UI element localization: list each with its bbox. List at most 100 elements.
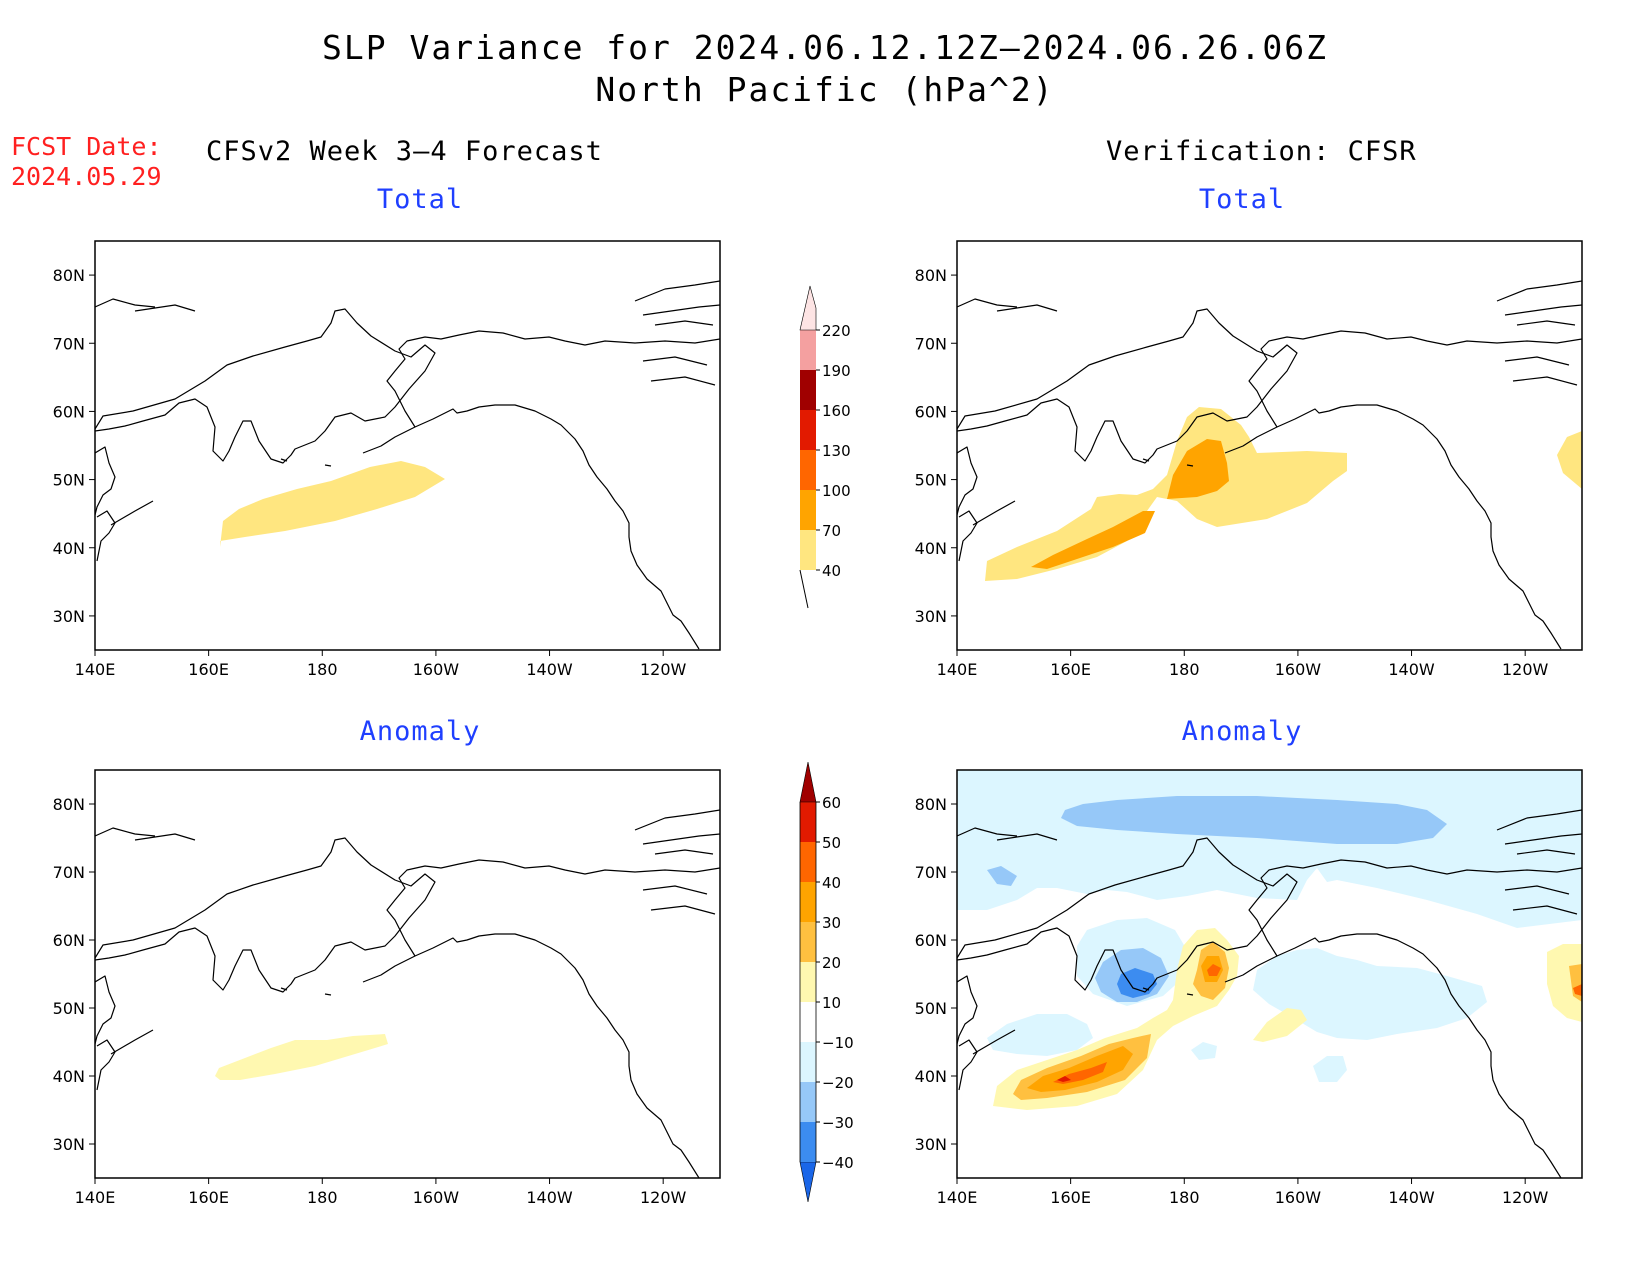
- colorbar-label: 40: [822, 874, 841, 892]
- lon-tick-label: 140W: [526, 660, 573, 679]
- map-verification-total: 140E 160E 180 160W 140W 120W 30N 40N 50N 60N 70N 80…: [915, 240, 1583, 679]
- lon-tick-label: 180: [307, 660, 338, 679]
- lat-tick-label: 80N: [915, 795, 947, 814]
- shaded-contour-region: [1167, 439, 1229, 499]
- lon-tick-label: 180: [1169, 660, 1200, 679]
- colorbar-segment: [799, 761, 817, 803]
- colorbar-label: 160: [822, 402, 851, 420]
- lon-tick-label: 120W: [1502, 660, 1549, 679]
- lat-tick-label: 30N: [53, 607, 85, 626]
- colorbar-label: −20: [822, 1074, 854, 1092]
- lat-tick-label: 50N: [915, 999, 947, 1018]
- lat-tick-label: 80N: [53, 266, 85, 285]
- colorbar-label: 40: [822, 562, 841, 580]
- shaded-contour-region: [1253, 948, 1487, 1040]
- colorbar-label: −30: [822, 1114, 854, 1132]
- shaded-contour-region: [985, 407, 1347, 581]
- map-frame: [94, 240, 721, 651]
- shaded-contour-region: [1061, 796, 1447, 844]
- colorbar-segment: [800, 1042, 816, 1082]
- colorbar-segment: [800, 842, 816, 882]
- lon-tick-label: 140E: [75, 1188, 116, 1207]
- lon-tick-label: 160W: [1275, 660, 1322, 679]
- colorbar-segment: [800, 802, 816, 842]
- colorbar-label: −40: [822, 1154, 854, 1172]
- lon-tick-label: 140W: [1388, 1188, 1435, 1207]
- lat-tick-label: 60N: [53, 931, 85, 950]
- colorbar-label: 10: [822, 994, 841, 1012]
- lat-tick-label: 50N: [915, 471, 947, 490]
- map-frame: [956, 240, 1583, 651]
- lat-tick-label: 60N: [53, 402, 85, 421]
- lat-tick-label: 40N: [915, 539, 947, 558]
- panel-title-forecast-anomaly: Anomaly: [359, 716, 481, 747]
- lat-tick-label: 60N: [915, 931, 947, 950]
- shaded-contour-region: [987, 1014, 1093, 1056]
- main-title-line1: SLP Variance for 2024.06.12.12Z–2024.06.…: [322, 28, 1328, 67]
- colorbar-segment: [799, 1161, 817, 1203]
- lon-tick-label: 160W: [413, 1188, 460, 1207]
- fcst-date-value: 2024.05.29: [11, 162, 162, 191]
- colorbar-segment: [799, 285, 817, 331]
- colorbar-segment: [800, 410, 816, 450]
- shaded-contour-region: [1557, 431, 1582, 489]
- lon-tick-label: 180: [1169, 1188, 1200, 1207]
- colorbar-label: 100: [822, 482, 851, 500]
- lat-tick-label: 70N: [53, 863, 85, 882]
- lon-tick-label: 140E: [75, 660, 116, 679]
- lat-tick-label: 70N: [915, 334, 947, 353]
- lon-tick-label: 180: [307, 1188, 338, 1207]
- panel-title-verification-total: Total: [1198, 184, 1286, 215]
- shaded-contour-region: [1057, 1076, 1071, 1082]
- map-forecast-anomaly: 140E 160E 180 160W 140W 120W 30N 40N 50N 60N 70N 80…: [53, 769, 721, 1207]
- right-column-title: Verification: CFSR: [1106, 136, 1417, 167]
- shaded-contour-region: [957, 770, 1582, 928]
- colorbar-label: 220: [822, 322, 851, 340]
- lon-tick-label: 140W: [526, 1188, 573, 1207]
- colorbar-segment: [800, 882, 816, 922]
- shaded-contour-region: [1573, 984, 1582, 996]
- lat-tick-label: 50N: [53, 471, 85, 490]
- colorbar-segment: [800, 450, 816, 490]
- lat-tick-label: 40N: [53, 1067, 85, 1086]
- lat-tick-label: 70N: [915, 863, 947, 882]
- coastline: [95, 809, 720, 1178]
- lat-tick-label: 30N: [915, 607, 947, 626]
- lon-tick-label: 140E: [937, 660, 978, 679]
- lon-tick-label: 160E: [1050, 660, 1091, 679]
- lon-tick-label: 120W: [640, 660, 687, 679]
- lat-tick-label: 50N: [53, 999, 85, 1018]
- colorbar-segment: [800, 922, 816, 962]
- shaded-contour-region: [1031, 511, 1155, 569]
- lon-tick-label: 140E: [937, 1188, 978, 1207]
- colorbar-segment: [800, 962, 816, 1002]
- left-column-title: CFSv2 Week 3–4 Forecast: [206, 136, 603, 167]
- colorbar-segment: [800, 490, 816, 530]
- colorbar-label: 50: [822, 834, 841, 852]
- panel-title-verification-anomaly: Anomaly: [1181, 716, 1303, 747]
- colorbar-segment: [800, 1122, 816, 1162]
- colorbar-label: 70: [822, 522, 841, 540]
- shaded-contour-region: [993, 928, 1239, 1110]
- lat-tick-label: 30N: [53, 1135, 85, 1154]
- shaded-contour-region: [1191, 1042, 1217, 1060]
- lon-tick-label: 140W: [1388, 660, 1435, 679]
- lon-tick-label: 120W: [640, 1188, 687, 1207]
- colorbar-tail: [799, 569, 809, 609]
- colorbar-label: −10: [822, 1034, 854, 1052]
- colorbar-segment: [800, 1082, 816, 1122]
- colorbar-anomaly: −40 −30 −20 −10 10 20 30 40 50 60: [799, 761, 854, 1203]
- colorbar-segment: [800, 330, 816, 370]
- shaded-contour-region: [1207, 964, 1221, 976]
- lon-tick-label: 160E: [188, 1188, 229, 1207]
- colorbar-label: 130: [822, 442, 851, 460]
- lon-tick-label: 160W: [413, 660, 460, 679]
- shaded-contour-region: [1313, 1056, 1347, 1082]
- lat-tick-label: 40N: [53, 539, 85, 558]
- shaded-contour-region: [1027, 1046, 1133, 1092]
- lat-tick-label: 40N: [915, 1067, 947, 1086]
- colorbar-label: 60: [822, 794, 841, 812]
- lat-tick-label: 30N: [915, 1135, 947, 1154]
- shaded-contour-region: [1253, 1008, 1307, 1042]
